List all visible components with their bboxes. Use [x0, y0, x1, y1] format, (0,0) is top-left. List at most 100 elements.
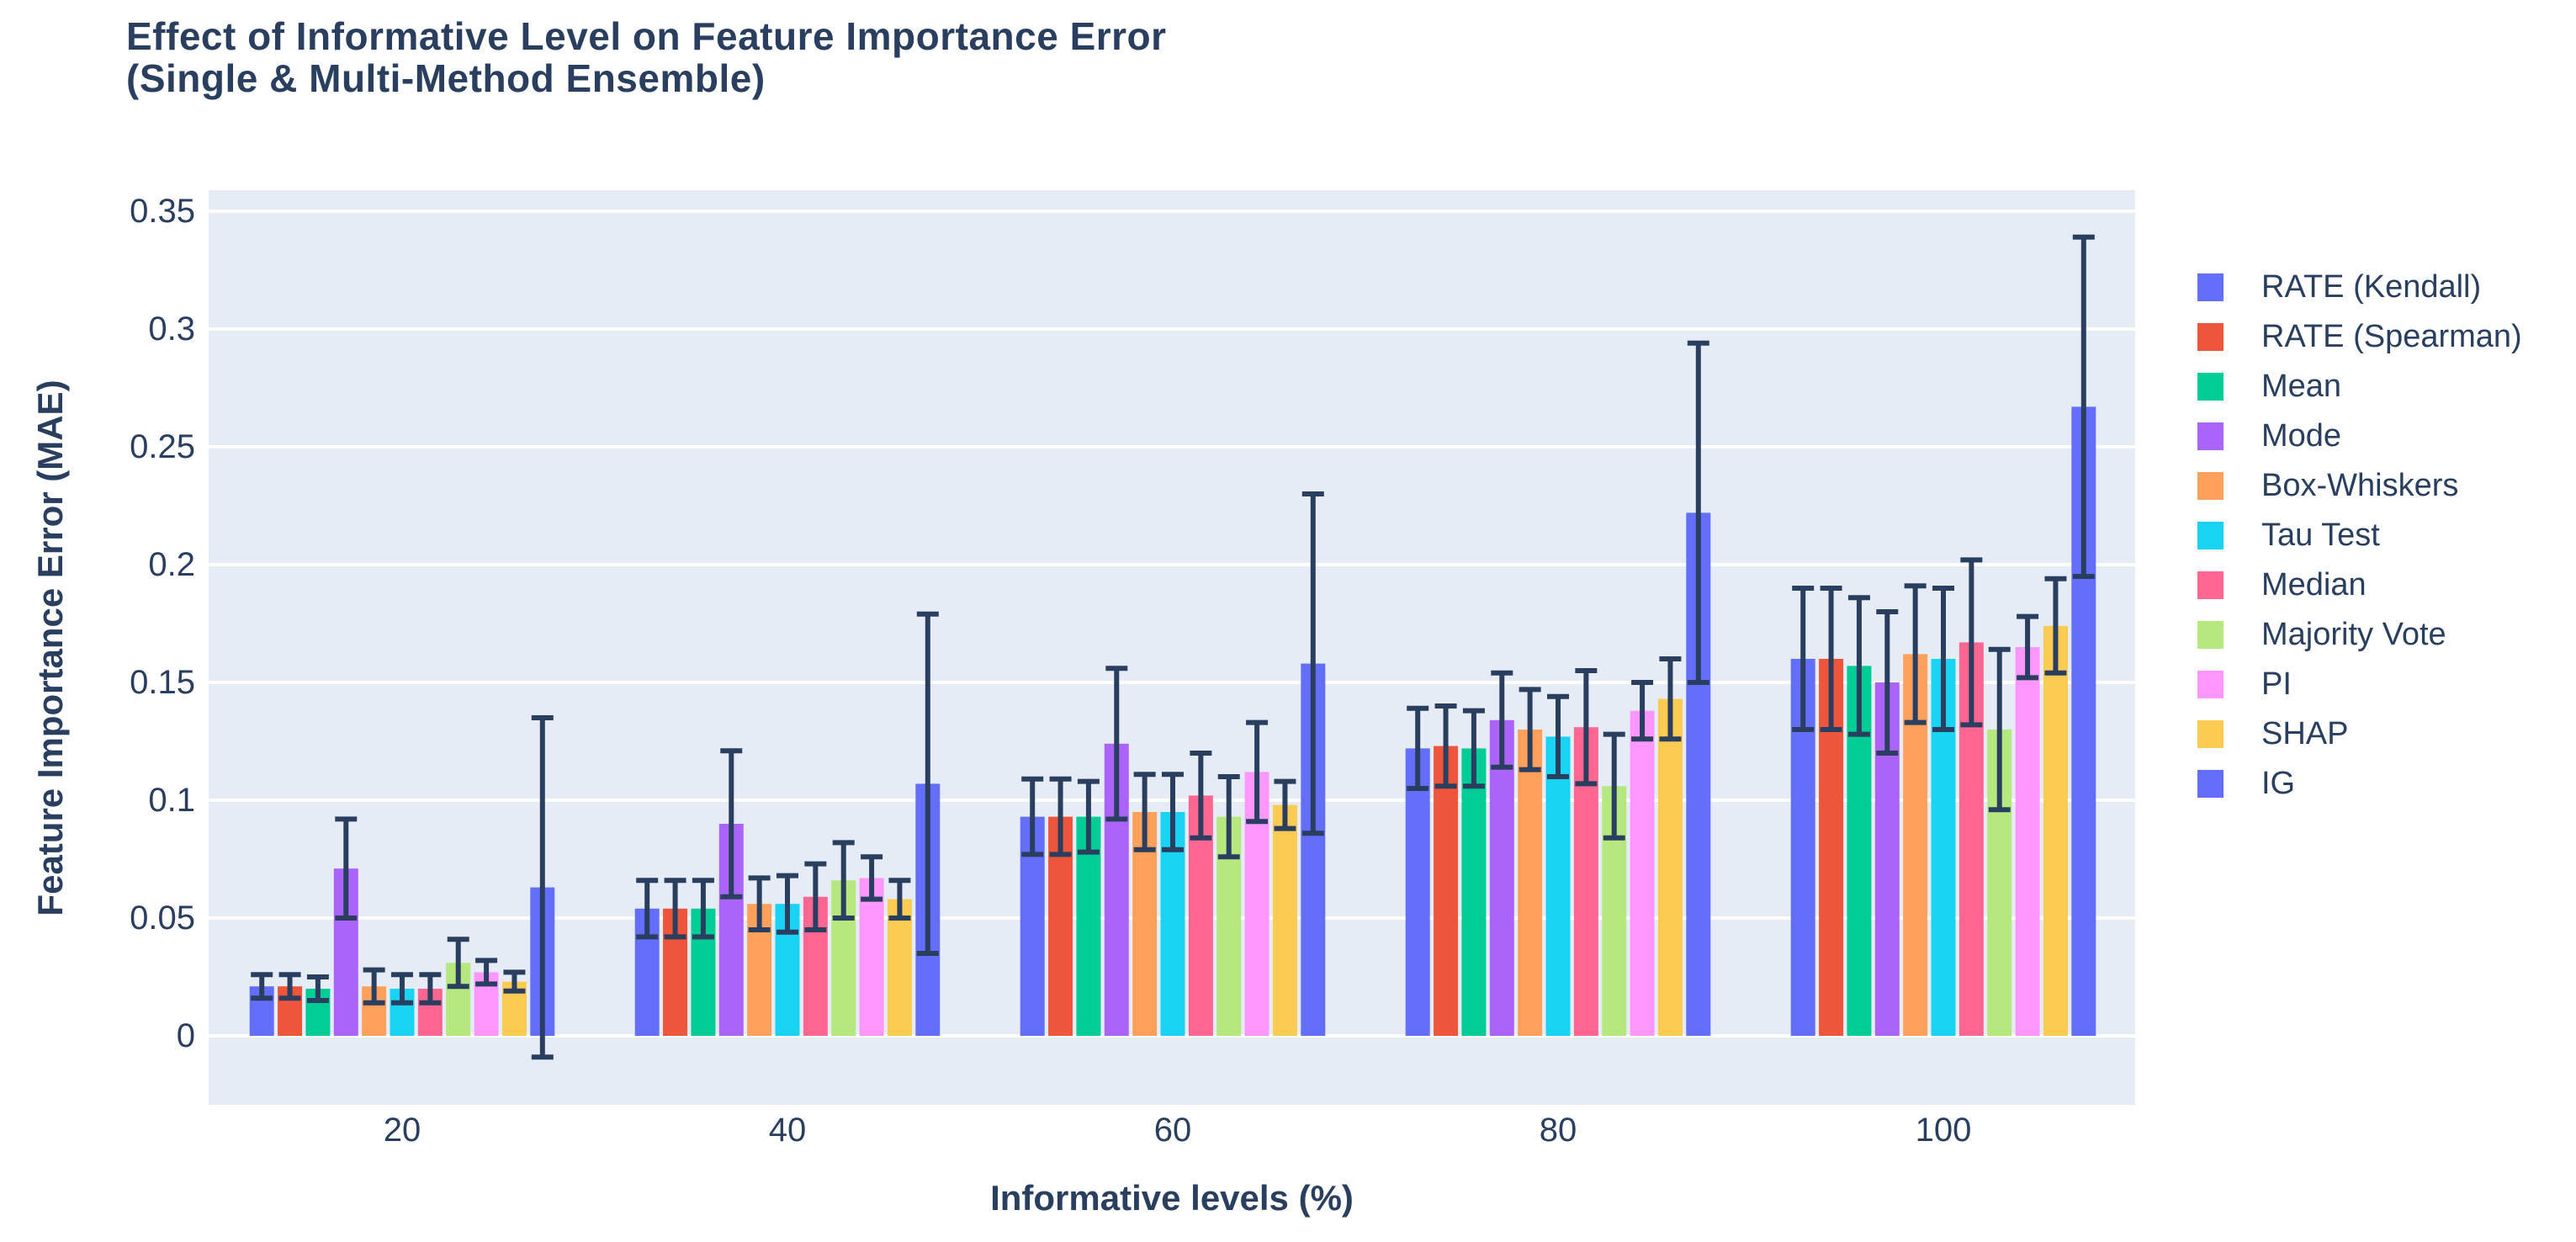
legend-swatch-icon — [2197, 571, 2224, 599]
legend-label: Mode — [2261, 418, 2342, 454]
bar — [1489, 719, 1514, 1036]
bar — [1405, 748, 1430, 1036]
legend-label: RATE (Spearman) — [2261, 319, 2522, 354]
chart-title-line1: Effect of Informative Level on Feature I… — [126, 14, 1167, 58]
legend-item-pi[interactable]: PI — [2197, 660, 2522, 709]
error-bar — [1904, 583, 1927, 725]
error-bar — [1105, 666, 1128, 822]
chart-title: Effect of Informative Level on Feature I… — [126, 15, 1167, 99]
error-bar — [503, 969, 526, 994]
error-bar — [1988, 646, 2011, 813]
y-tick-label: 0.1 — [148, 782, 195, 819]
x-tick-label: 20 — [384, 1112, 421, 1149]
legend-item-rate-kendall[interactable]: RATE (Kendall) — [2197, 263, 2522, 312]
legend-swatch-icon — [2197, 373, 2224, 401]
legend-item-box-whiskers[interactable]: Box-Whiskers — [2197, 461, 2522, 511]
y-tick-label: 0.3 — [148, 310, 195, 348]
y-tick-label: 0.05 — [130, 900, 195, 937]
bar — [1461, 748, 1487, 1036]
legend-label: RATE (Kendall) — [2261, 269, 2482, 305]
legend-label: Tau Test — [2261, 518, 2380, 553]
error-bar — [1687, 340, 1709, 685]
error-bar — [720, 748, 743, 900]
legend-item-tau-test[interactable]: Tau Test — [2197, 511, 2522, 560]
error-bar — [447, 937, 469, 990]
error-bar — [1217, 774, 1240, 860]
error-bar — [1547, 693, 1569, 779]
bar — [1545, 736, 1571, 1036]
error-bar — [1847, 595, 1870, 737]
legend-item-shap[interactable]: SHAP — [2197, 709, 2522, 759]
error-bar — [804, 861, 827, 932]
error-bar — [1434, 703, 1457, 789]
error-bar — [1932, 586, 1954, 732]
error-bar — [1820, 586, 1842, 732]
chart-title-line2: (Single & Multi-Method Ensemble) — [126, 56, 766, 100]
x-tick-label: 60 — [1154, 1112, 1192, 1149]
legend-label: IG — [2261, 766, 2296, 801]
y-tick-label: 0 — [177, 1017, 195, 1054]
legend-item-majority-vote[interactable]: Majority Vote — [2197, 610, 2522, 660]
error-bar — [531, 715, 554, 1060]
error-bar — [251, 972, 273, 1001]
bar — [1630, 710, 1655, 1036]
error-bar — [1491, 670, 1513, 770]
y-tick-label: 0.35 — [130, 193, 195, 230]
bar — [1657, 698, 1683, 1036]
error-bar — [1960, 557, 1983, 728]
legend-swatch-icon — [2197, 422, 2224, 450]
error-bar — [692, 878, 714, 940]
legend-label: PI — [2261, 666, 2292, 702]
y-axis-title: Feature Importance Error (MAE) — [30, 380, 70, 916]
error-bar — [1603, 731, 1625, 841]
error-bar — [1049, 776, 1072, 857]
legend-item-mean[interactable]: Mean — [2197, 362, 2522, 411]
error-bar — [1659, 656, 1682, 742]
error-bar — [777, 873, 798, 935]
x-tick-label: 80 — [1540, 1112, 1577, 1149]
error-bar — [419, 972, 442, 1006]
error-bar — [1162, 772, 1184, 852]
legend-label: Majority Vote — [2261, 617, 2446, 652]
legend-swatch-icon — [2197, 720, 2224, 748]
legend-label: Median — [2261, 567, 2367, 602]
error-bar — [335, 816, 358, 921]
bar — [1434, 746, 1459, 1036]
error-bar — [2017, 613, 2039, 681]
x-tick-label: 100 — [1916, 1112, 1972, 1149]
legend-label: Box-Whiskers — [2261, 468, 2459, 503]
bar — [859, 878, 884, 1036]
bar — [1518, 730, 1543, 1036]
error-bar — [1133, 772, 1156, 852]
error-bar — [1462, 708, 1485, 789]
bar — [2043, 625, 2068, 1036]
legend-item-median[interactable]: Median — [2197, 560, 2522, 610]
legend-item-ig[interactable]: IG — [2197, 759, 2522, 809]
error-bar — [1519, 687, 1541, 772]
x-tick-label: 40 — [769, 1112, 807, 1149]
error-bar — [1274, 778, 1296, 831]
error-bar — [1190, 751, 1212, 841]
error-bar — [1021, 776, 1044, 857]
legend-label: Mean — [2261, 369, 2342, 404]
error-bar — [664, 878, 686, 940]
error-bar — [1631, 680, 1654, 742]
error-bar — [475, 958, 498, 987]
y-tick-label: 0.15 — [130, 664, 195, 701]
error-bar — [363, 967, 385, 1006]
error-bar — [278, 972, 301, 1001]
legend-item-rate-spearman[interactable]: RATE (Spearman) — [2197, 312, 2522, 362]
legend-item-mode[interactable]: Mode — [2197, 411, 2522, 461]
error-bar — [916, 611, 939, 956]
legend-swatch-icon — [2197, 522, 2224, 549]
legend-label: SHAP — [2261, 716, 2349, 751]
error-bar — [1301, 491, 1324, 836]
x-axis-title: Informative levels (%) — [990, 1178, 1354, 1218]
error-bar — [636, 878, 659, 940]
legend-swatch-icon — [2197, 323, 2224, 351]
bar — [887, 899, 912, 1036]
error-bar — [832, 840, 855, 921]
y-tick-label: 0.25 — [130, 428, 195, 465]
